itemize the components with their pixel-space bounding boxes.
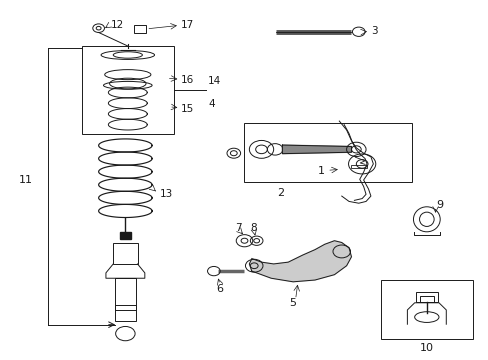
Bar [351,165,366,168]
Text: 2: 2 [277,188,284,198]
Text: 6: 6 [216,284,223,294]
Text: 15: 15 [181,104,194,113]
Text: 16: 16 [181,75,194,85]
FancyArrow shape [119,232,131,239]
Bar [133,25,146,33]
Text: 14: 14 [207,76,221,86]
Text: 5: 5 [289,298,296,308]
Bar [380,280,472,339]
Bar [115,305,136,310]
Text: 11: 11 [19,175,33,185]
Text: 8: 8 [249,223,256,233]
Text: 13: 13 [159,189,172,199]
Bar [419,296,433,302]
Bar [244,123,411,182]
Text: 4: 4 [207,99,214,109]
Text: 1: 1 [317,166,324,176]
Bar [113,243,137,264]
Text: 10: 10 [419,343,433,353]
Bar [115,278,136,321]
Bar [415,292,437,302]
Text: 17: 17 [181,20,194,30]
Text: 9: 9 [436,200,443,210]
Text: 12: 12 [111,19,124,30]
Polygon shape [249,241,351,282]
Polygon shape [282,145,351,154]
Bar [81,46,174,134]
Text: 7: 7 [235,223,242,233]
Text: 3: 3 [370,26,377,36]
